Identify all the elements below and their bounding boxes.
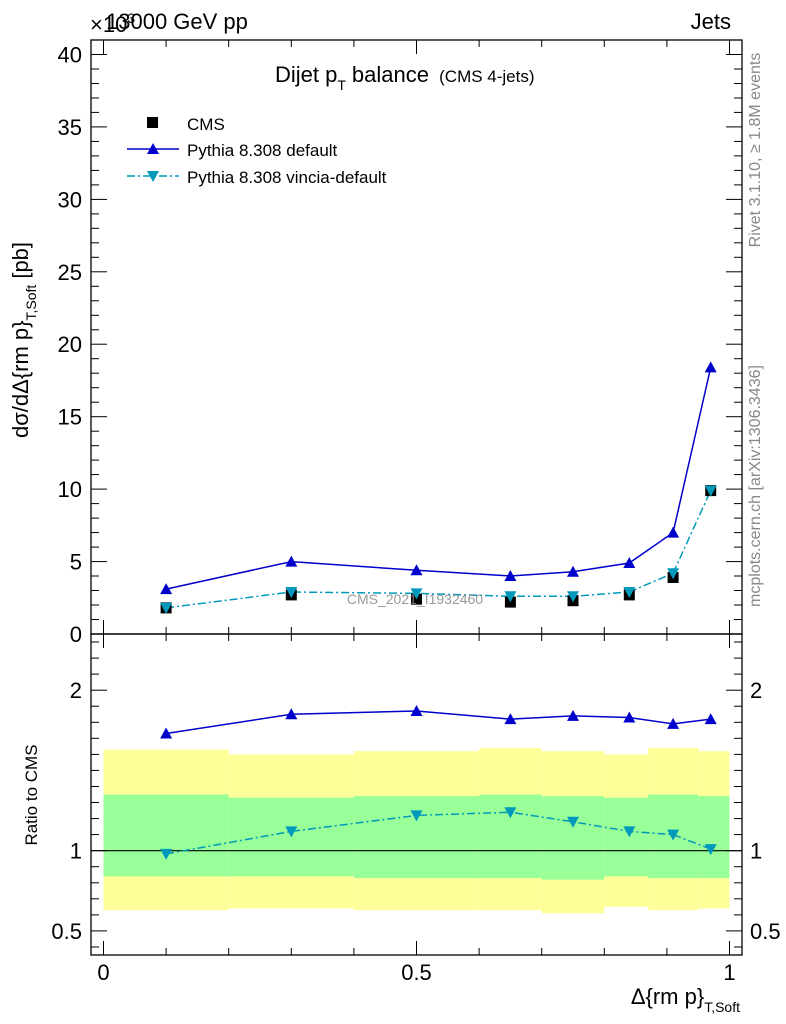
default-data-point xyxy=(285,555,298,567)
rivet-label: Rivet 3.1.10, ≥ 1.8M events xyxy=(747,53,764,248)
ratio-line-default xyxy=(165,710,711,735)
vincia-data-point xyxy=(504,591,517,603)
default-data-point xyxy=(160,583,173,595)
legend-marker-cms xyxy=(147,117,158,128)
vincia-data-point xyxy=(667,568,680,580)
ratio-point-vincia xyxy=(504,807,517,819)
ratio-point-vincia xyxy=(623,826,636,838)
upper-y-tick-label: 30 xyxy=(58,187,82,212)
legend: CMS Pythia 8.308 default Pythia 8.308 vi… xyxy=(127,115,387,187)
exponent-multiplier: ×103 xyxy=(90,10,135,37)
ratio-point-vincia xyxy=(704,844,717,856)
series-line-vincia xyxy=(166,490,712,609)
lower-y-tick-label-right: 2 xyxy=(750,678,762,703)
chart-title: Dijet pT balance (CMS 4-jets) xyxy=(275,62,535,93)
ratio-point-default xyxy=(410,705,423,716)
upper-y-tick-label: 10 xyxy=(58,477,82,502)
ratio-point-vincia xyxy=(410,810,423,822)
legend-label-vincia: Pythia 8.308 vincia-default xyxy=(187,168,387,187)
x-tick-label: 1 xyxy=(723,960,735,985)
default-data-point xyxy=(623,557,636,568)
ratio-point-default xyxy=(160,727,173,739)
ratio-point-vincia xyxy=(567,816,579,828)
ratio-band-inner xyxy=(353,796,480,878)
ratio-point-default xyxy=(667,717,680,729)
lower-y-tick-label-left: 0.5 xyxy=(51,919,82,944)
upper-y-tick-label: 15 xyxy=(58,405,82,430)
x-axis-label: Δ{rm p}T,Soft xyxy=(631,984,740,1015)
ratio-point-vincia xyxy=(160,848,173,860)
vincia-data-point xyxy=(623,587,636,598)
analysis-watermark: CMS_2021_I1932460 xyxy=(347,591,483,607)
ratio-point-vincia xyxy=(667,829,680,841)
default-data-point xyxy=(410,564,423,576)
process-label: Jets xyxy=(691,9,731,34)
lower-y-axis-label: Ratio to CMS xyxy=(22,744,41,845)
legend-marker-vincia xyxy=(147,171,159,182)
lower-y-tick-label-right: 1 xyxy=(750,839,762,864)
exponent-power: 3 xyxy=(127,10,135,26)
default-data-point xyxy=(704,361,717,373)
ratio-band-inner xyxy=(541,796,605,880)
vincia-data-point xyxy=(410,588,423,600)
x-tick-label: 0 xyxy=(97,960,109,985)
ratio-point-default xyxy=(567,709,579,721)
legend-marker-default xyxy=(147,143,159,154)
vincia-data-point xyxy=(285,587,298,598)
upper-y-tick-label: 0 xyxy=(70,622,82,647)
default-data-point xyxy=(567,565,579,577)
energy-label: 13000 GeV pp xyxy=(106,9,248,34)
ratio-point-default xyxy=(285,708,298,720)
lower-y-tick-label-left: 2 xyxy=(70,678,82,703)
lower-y-tick-label-left: 1 xyxy=(70,839,82,864)
x-tick-label: 0.5 xyxy=(401,960,432,985)
default-data-point xyxy=(667,526,680,538)
upper-y-tick-label: 20 xyxy=(58,332,82,357)
vincia-data-point xyxy=(704,485,717,497)
mcplots-label: mcplots.cern.ch [arXiv:1306.3436] xyxy=(747,365,764,607)
ratio-band-inner xyxy=(479,794,542,878)
ratio-band-inner xyxy=(604,797,649,877)
legend-label-default: Pythia 8.308 default xyxy=(187,141,338,160)
ratio-band-inner xyxy=(103,794,229,877)
series-line-default xyxy=(165,367,712,590)
vincia-data-point xyxy=(160,602,173,614)
upper-y-tick-label: 35 xyxy=(58,115,82,140)
lower-y-tick-label-right: 0.5 xyxy=(750,919,781,944)
upper-y-axis-label: dσ/dΔ{rm p}T,Soft[pb] xyxy=(8,242,39,438)
default-data-point xyxy=(504,570,517,581)
upper-y-tick-label: 40 xyxy=(58,43,82,68)
vincia-data-point xyxy=(567,591,579,603)
upper-y-tick-label: 25 xyxy=(58,260,82,285)
ratio-point-vincia xyxy=(285,826,298,838)
ratio-band-inner xyxy=(698,796,730,878)
ratio-point-default xyxy=(704,713,717,725)
legend-label-cms: CMS xyxy=(187,115,225,134)
ratio-point-default xyxy=(504,713,517,725)
upper-y-tick-label: 5 xyxy=(70,550,82,575)
ratio-line-vincia xyxy=(165,811,711,855)
ratio-point-default xyxy=(623,711,636,723)
